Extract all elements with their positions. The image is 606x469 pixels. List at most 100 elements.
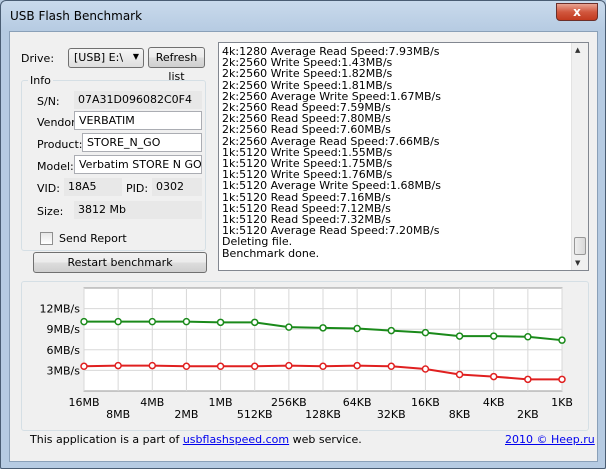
credit-link[interactable]: 2010 © Heep.ru [505, 433, 595, 446]
log-line: 1k:5120 Average Read Speed:7.20MB/s [222, 224, 440, 238]
log-line: Deleting file. [222, 235, 293, 249]
x-tick-label: 32KB [377, 408, 406, 421]
speed-chart: 12MB/s 9MB/s 6MB/s 3MB/s 16MB 8MB 4MB 2MB 1MB 512… [40, 287, 573, 421]
x-tick-label: 8KB [449, 408, 471, 421]
refresh-list-button[interactable]: Refresh list [148, 47, 205, 83]
model-field[interactable]: Verbatim STORE N GO [74, 155, 202, 174]
vendor-field[interactable]: VERBATIM [74, 111, 202, 130]
log-line: 2k:2560 Read Speed:7.59MB/s [222, 101, 391, 115]
data-point [216, 362, 225, 371]
window-title: USB Flash Benchmark [10, 9, 143, 23]
restart-benchmark-button[interactable]: Restart benchmark [33, 252, 207, 273]
scroll-up-icon[interactable]: ▲ [575, 46, 581, 54]
x-tick-label: 128KB [305, 408, 341, 421]
data-point [489, 372, 498, 381]
product-field[interactable]: STORE_N_GO [82, 133, 202, 152]
chevron-down-icon: ▼ [132, 52, 139, 61]
x-tick-label: 4KB [483, 396, 505, 409]
footer-text: This application is a part of usbflashsp… [30, 433, 362, 446]
data-point [387, 326, 396, 335]
x-tick-label: 16KB [411, 396, 440, 409]
data-point [421, 328, 430, 337]
log-line: Benchmark done. [222, 246, 320, 260]
vid-value: 18A5 [64, 178, 122, 196]
x-tick-label: 16MB [68, 396, 99, 409]
log-line: 2k:2560 Average Read Speed:7.66MB/s [222, 134, 440, 148]
scroll-down-icon[interactable]: ▼ [575, 259, 581, 267]
scroll-thumb[interactable] [574, 237, 586, 255]
sn-value: 07A31D096082C0F4 [74, 91, 202, 109]
y-tick-label: 9MB/s [47, 323, 81, 336]
data-point [250, 318, 259, 327]
data-point [353, 361, 361, 370]
data-point [455, 370, 464, 379]
vid-label: VID: [37, 182, 60, 195]
data-point [285, 361, 293, 370]
data-point [148, 317, 157, 326]
sn-label: S/N: [37, 95, 60, 108]
data-point [114, 361, 122, 370]
y-tick-label: 3MB/s [47, 364, 81, 377]
log-line: 4k:1280 Average Read Speed:7.93MB/s [222, 45, 440, 58]
x-tick-label: 512KB [237, 408, 273, 421]
drive-select[interactable]: [USB] E:\ ▼ [68, 48, 144, 68]
log-line: 2k:2560 Write Speed:1.43MB/s [222, 56, 393, 70]
log-scrollbar[interactable]: ▲ ▼ [571, 43, 588, 270]
info-group: Info S/N: 07A31D096082C0F4 Vendor: VERBA… [21, 74, 206, 251]
data-point [319, 324, 327, 332]
log-line: 1k:5120 Read Speed:7.32MB/s [222, 213, 391, 227]
log-line: 2k:2560 Write Speed:1.81MB/s [222, 78, 393, 92]
log-line: 1k:5120 Write Speed:1.55MB/s [222, 145, 393, 159]
x-tick-label: 8MB [106, 408, 130, 421]
log-line: 1k:5120 Read Speed:7.16MB/s [222, 190, 391, 204]
close-icon: x [573, 5, 581, 19]
x-tick-label: 256KB [271, 396, 307, 409]
log-line: 2k:2560 Read Speed:7.80MB/s [222, 112, 391, 126]
log-line: 1k:5120 Write Speed:1.75MB/s [222, 157, 393, 171]
data-point [148, 361, 157, 370]
footer-suffix: web service. [289, 433, 362, 446]
x-tick-label: 64KB [343, 396, 372, 409]
data-point [182, 317, 191, 326]
footer-prefix: This application is a part of [30, 433, 183, 446]
log-line: 1k:5120 Average Write Speed:1.68MB/s [222, 179, 441, 193]
info-legend: Info [28, 74, 53, 87]
data-point [216, 318, 225, 327]
data-point [524, 333, 532, 341]
model-label: Model: [37, 160, 74, 173]
log-line: 1k:5120 Write Speed:1.76MB/s [222, 168, 393, 182]
send-report-checkbox[interactable] [40, 232, 53, 245]
send-report-label: Send Report [59, 232, 127, 245]
data-point [250, 362, 259, 371]
x-tick-label: 1MB [209, 396, 233, 409]
y-tick-label: 6MB/s [47, 344, 81, 357]
log-lines: 4k:1280 Average Read Speed:7.93MB/s 2k:25… [222, 46, 567, 259]
vendor-label: Vendor: [37, 116, 80, 129]
log-line: 2k:2560 Average Write Speed:1.67MB/s [222, 89, 441, 103]
drive-select-value: [USB] E:\ [74, 51, 124, 64]
log-output[interactable]: 4k:1280 Average Read Speed:7.93MB/s 2k:25… [218, 42, 589, 271]
data-point [489, 332, 498, 340]
data-point [353, 324, 361, 333]
website-link[interactable]: usbflashspeed.com [182, 433, 290, 446]
x-tick-label: 4MB [140, 396, 164, 409]
data-point [421, 365, 430, 373]
data-point [387, 362, 396, 371]
data-point [319, 362, 327, 371]
data-point [80, 362, 88, 371]
y-tick-label: 12MB/s [40, 303, 81, 316]
size-label: Size: [37, 205, 64, 218]
data-point [558, 375, 566, 384]
data-point [455, 332, 464, 340]
data-point [558, 336, 566, 344]
product-label: Product: [37, 138, 83, 151]
speed-graph: 12MB/s 9MB/s 6MB/s 3MB/s 16MB 8MB 4MB 2MB 1MB 512… [21, 281, 589, 431]
log-line: 2k:2560 Write Speed:1.82MB/s [222, 67, 393, 81]
log-line: 2k:2560 Read Speed:7.60MB/s [222, 123, 391, 137]
data-point [285, 323, 293, 331]
log-line: 1k:5120 Read Speed:7.12MB/s [222, 201, 391, 215]
title-bar[interactable]: USB Flash Benchmark x [1, 1, 605, 33]
close-button[interactable]: x [556, 3, 598, 21]
data-point [182, 362, 191, 371]
